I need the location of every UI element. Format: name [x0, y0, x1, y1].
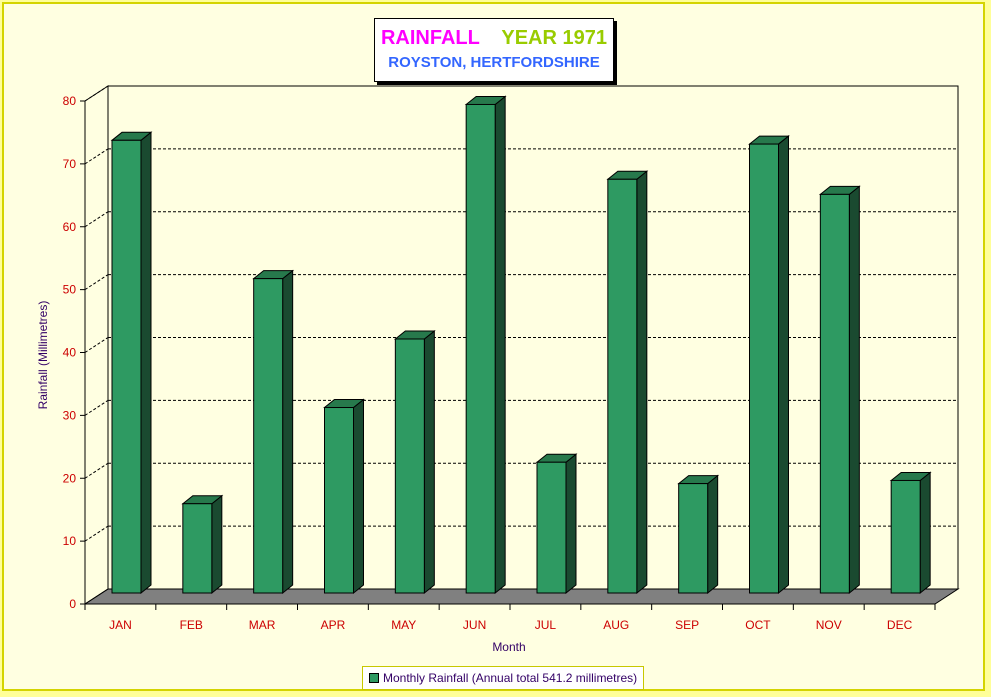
chart-title-main: RAINFALL [380, 27, 480, 49]
gridline-wall [84, 462, 109, 479]
bar [677, 474, 720, 595]
bar [889, 471, 932, 595]
bar-side [423, 329, 435, 595]
chart-title-year: YEAR 1971 [501, 27, 607, 49]
bar-front [253, 278, 284, 594]
bar [181, 494, 224, 595]
chart-title-box: RAINFALL YEAR 1971 ROYSTON, HERTFORDSHIR… [374, 18, 614, 82]
gridline-wall [84, 399, 109, 416]
x-tick-label: APR [321, 618, 346, 632]
y-tick-label: 10 [63, 534, 77, 548]
x-tick-label: NOV [816, 618, 842, 632]
bar [748, 135, 790, 595]
bar-front [890, 479, 921, 594]
bar-side [778, 135, 789, 595]
bar-side [565, 453, 577, 595]
x-tick-label: AUG [603, 618, 629, 632]
bar-side [211, 494, 223, 595]
bar-front [394, 338, 425, 594]
bar-front [819, 193, 850, 594]
bar-side [494, 95, 506, 595]
bar-side [636, 170, 648, 595]
chart-title: RAINFALL YEAR 1971 [375, 27, 613, 50]
x-tick-label: JAN [109, 618, 132, 632]
bar-side [353, 398, 364, 595]
bar [535, 453, 578, 595]
bar [818, 185, 861, 595]
bar-side [707, 474, 719, 595]
y-tick-label: 20 [63, 471, 77, 485]
gridline-wall [84, 148, 109, 165]
bar-front [111, 139, 142, 594]
x-tick-label: DEC [887, 618, 913, 632]
x-tick-label: OCT [745, 618, 771, 632]
bar-front [749, 143, 779, 594]
chart-legend: Monthly Rainfall (Annual total 541.2 mil… [362, 666, 645, 690]
x-axis-title: Month [492, 640, 525, 654]
bar [323, 398, 365, 595]
y-tick-label: 60 [63, 220, 77, 234]
y-tick-label: 30 [63, 408, 77, 422]
x-tick-label: MAR [249, 618, 276, 632]
y-tick-label: 50 [63, 283, 77, 297]
bar-side [848, 185, 860, 595]
y-axis-title: Rainfall (Millimetres) [36, 301, 50, 410]
bar [110, 131, 153, 595]
bar [464, 95, 507, 595]
chart-subtitle: ROYSTON, HERTFORDSHIRE [388, 54, 600, 71]
gridline-wall [84, 274, 109, 291]
x-tick-label: JUL [535, 618, 557, 632]
gridline-wall [84, 525, 109, 542]
y-tick-label: 80 [63, 94, 77, 108]
y-tick-label: 70 [63, 157, 77, 171]
bar-side [140, 131, 152, 595]
gridline-wall [84, 85, 109, 102]
x-tick-label: MAY [391, 618, 416, 632]
bar-side [919, 471, 931, 595]
left-wall [84, 85, 109, 605]
bar [606, 170, 649, 595]
y-tick-label: 0 [69, 597, 76, 611]
legend-label: Monthly Rainfall (Annual total 541.2 mil… [383, 671, 638, 685]
bar [393, 329, 436, 595]
x-tick-label: SEP [675, 618, 699, 632]
bar-front [182, 503, 213, 594]
bar-front [324, 407, 354, 594]
bar [252, 269, 295, 595]
gridline-wall [84, 337, 109, 353]
gridline-wall [84, 211, 109, 228]
bar-front [465, 103, 496, 594]
bar-front [678, 483, 709, 594]
bar-front [536, 461, 567, 594]
x-tick-label: JUN [463, 618, 486, 632]
legend-swatch [369, 673, 379, 683]
x-tick-label: FEB [180, 618, 203, 632]
bar-side [282, 269, 294, 595]
y-tick-label: 40 [63, 346, 77, 360]
bar-front [607, 178, 638, 594]
